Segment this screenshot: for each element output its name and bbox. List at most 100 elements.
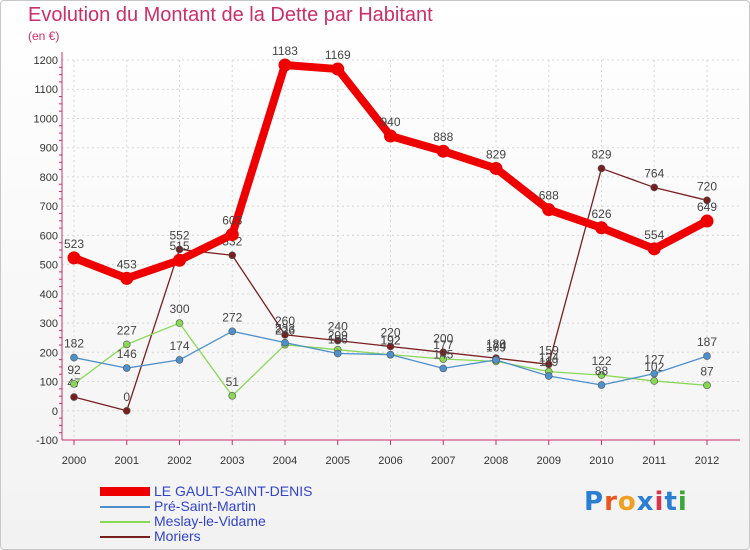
y-tick-label: 400 [40, 289, 58, 301]
data-label-pre-saint-martin: 127 [644, 353, 664, 367]
data-label-gault: 626 [591, 207, 611, 221]
y-tick-label: 100 [40, 377, 58, 389]
data-point-meslay [703, 381, 711, 390]
data-point-moriers [650, 183, 659, 192]
logo-letter: i [654, 487, 665, 517]
data-label-meslay: 169 [486, 340, 506, 354]
data-point-moriers [386, 342, 395, 351]
x-tick-label: 2003 [220, 455, 244, 467]
data-point-gault [542, 203, 556, 217]
data-point-pre-saint-martin [122, 364, 131, 372]
data-point-gault [278, 58, 292, 72]
data-point-meslay [650, 377, 659, 385]
data-label-moriers: 159 [539, 343, 559, 357]
data-label-pre-saint-martin: 174 [169, 339, 189, 353]
data-label-gault: 1169 [325, 48, 351, 62]
data-label-meslay: 51 [226, 375, 240, 389]
data-label-gault: 829 [486, 147, 506, 161]
data-point-moriers [175, 245, 184, 254]
y-tick-label: 800 [40, 172, 58, 184]
data-label-moriers: 552 [169, 228, 189, 242]
x-tick-label: 2005 [326, 455, 350, 467]
x-tick-label: 2011 [642, 455, 666, 467]
x-tick-label: 2002 [167, 455, 191, 467]
data-point-pre-saint-martin [281, 338, 289, 347]
y-tick-label: 1000 [34, 113, 58, 125]
data-point-pre-saint-martin [650, 369, 659, 378]
data-label-meslay: 177 [433, 338, 453, 352]
data-point-meslay [122, 340, 131, 349]
x-tick-label: 2012 [695, 455, 719, 467]
y-tick-label: -100 [36, 435, 58, 447]
data-point-pre-saint-martin [703, 352, 711, 360]
data-point-gault [647, 242, 661, 256]
data-point-moriers [70, 393, 78, 401]
data-point-gault [225, 228, 239, 242]
data-point-meslay [228, 392, 237, 400]
data-point-moriers [597, 164, 606, 173]
data-label-pre-saint-martin: 174 [486, 339, 506, 353]
data-label-moriers: 180 [486, 337, 506, 351]
data-label-moriers: 240 [328, 320, 348, 334]
x-tick-label: 2000 [62, 455, 86, 467]
data-label-gault: 554 [644, 228, 664, 242]
y-tick-label: 1200 [34, 55, 58, 67]
data-label-gault: 453 [117, 257, 137, 271]
data-label-moriers: 720 [697, 179, 717, 193]
chart-title: Evolution du Montant de la Dette par Hab… [28, 4, 433, 26]
data-point-moriers [228, 251, 237, 260]
data-label-gault: 649 [697, 200, 717, 214]
data-label-moriers: 260 [275, 314, 295, 328]
data-point-moriers [333, 336, 342, 345]
data-label-meslay: 192 [380, 334, 400, 348]
data-point-gault [67, 251, 81, 265]
data-label-pre-saint-martin: 192 [380, 334, 400, 348]
data-point-meslay [70, 380, 78, 388]
data-label-gault: 603 [222, 214, 242, 228]
x-tick-label: 2010 [589, 455, 613, 467]
data-point-meslay [597, 371, 606, 379]
data-point-gault [384, 129, 397, 143]
data-label-pre-saint-martin: 119 [539, 355, 558, 369]
y-tick-label: 900 [40, 143, 58, 155]
legend-item-gault: LE GAULT-SAINT-DENIS [100, 484, 312, 499]
legend-label-gault: LE GAULT-SAINT-DENIS [154, 483, 313, 499]
data-point-pre-saint-martin [492, 356, 500, 364]
data-label-meslay: 227 [117, 323, 137, 337]
x-tick-label: 2004 [273, 455, 297, 467]
data-point-pre-saint-martin [597, 381, 606, 389]
logo-letter: i [677, 487, 688, 517]
data-label-pre-saint-martin: 272 [222, 310, 242, 324]
data-label-meslay: 209 [328, 329, 348, 343]
data-point-pre-saint-martin [228, 327, 237, 336]
y-tick-label: 200 [40, 347, 58, 359]
data-label-gault: 888 [433, 130, 453, 144]
data-label-meslay: 92 [67, 363, 81, 377]
y-tick-label: 600 [40, 230, 58, 242]
data-label-pre-saint-martin: 145 [433, 347, 453, 361]
legend-label-meslay: Meslay-le-Vidame [154, 513, 266, 529]
x-tick-label: 2007 [431, 455, 455, 467]
data-label-moriers: 0 [123, 390, 130, 404]
data-label-moriers: 829 [591, 147, 611, 161]
logo-letter: t [664, 487, 678, 517]
y-tick-label: 700 [40, 201, 58, 213]
data-point-gault [700, 214, 714, 228]
data-point-pre-saint-martin [333, 349, 342, 358]
legend-swatch-pre-saint-martin [100, 505, 150, 508]
data-label-meslay: 122 [591, 354, 611, 368]
data-label-meslay: 226 [275, 324, 295, 338]
data-point-gault [436, 144, 450, 158]
legend-swatch-moriers [100, 535, 150, 538]
data-label-gault: 515 [169, 239, 189, 253]
legend: LE GAULT-SAINT-DENIS Pré-Saint-Martin Me… [100, 484, 312, 544]
legend-swatch-meslay [100, 520, 150, 523]
chart-subtitle: (en €) [28, 29, 60, 43]
legend-item-pre-saint-martin: Pré-Saint-Martin [100, 499, 312, 514]
y-tick-label: 1100 [34, 84, 58, 96]
legend-item-moriers: Moriers [100, 529, 312, 544]
logo-letter: r [604, 487, 618, 517]
data-point-moriers [281, 330, 289, 339]
logo-letter: P [584, 487, 605, 517]
x-tick-label: 2006 [378, 455, 402, 467]
